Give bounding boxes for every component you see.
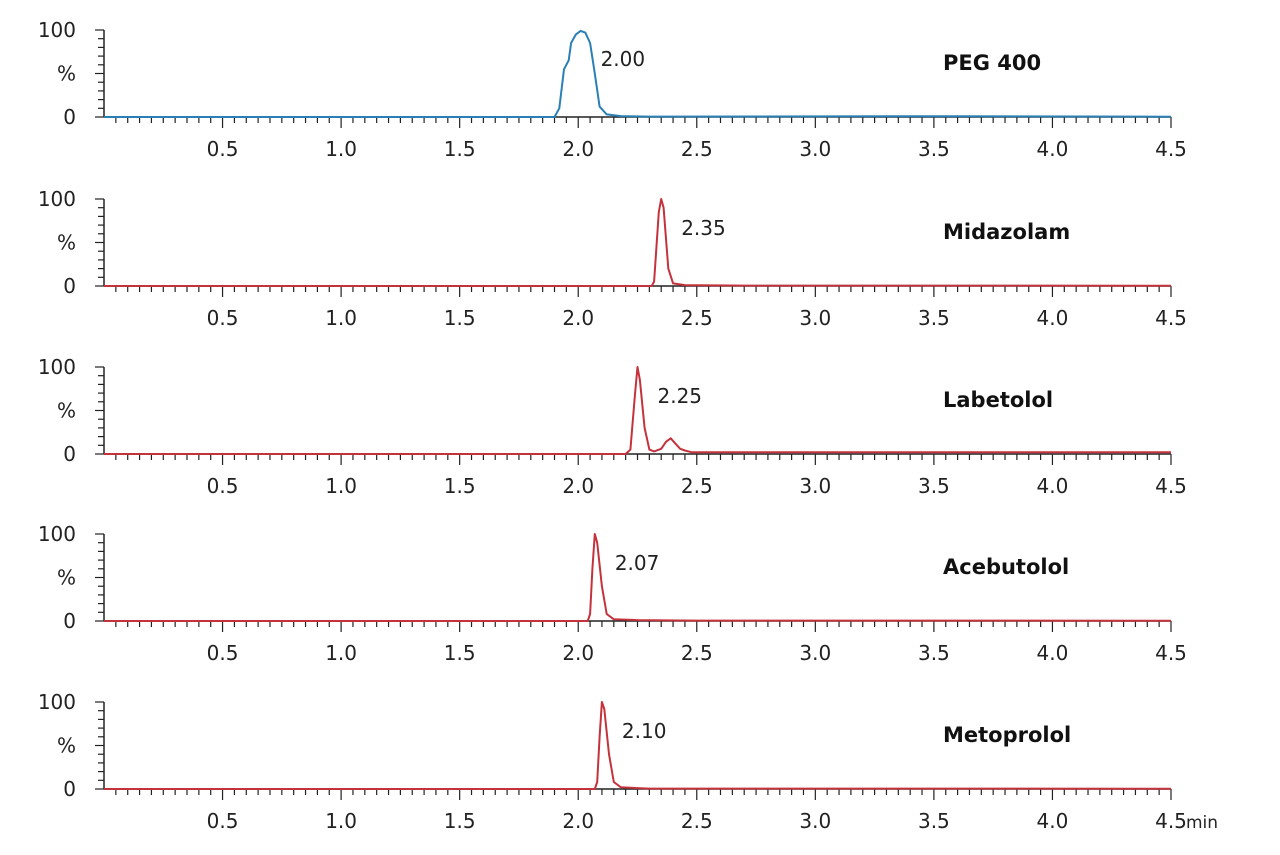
x-tick-label: 0.5	[207, 474, 239, 498]
x-tick-label: 0.5	[207, 306, 239, 330]
y-tick-label: %	[57, 62, 76, 86]
x-tick-label: 3.5	[918, 809, 950, 833]
chromatogram-panel: 100% 0 0.5 1.0 1.5 2.0 2.5 3.0 3.5 4.0 4.5 2.07 Aceb…	[38, 522, 1187, 665]
x-tick-label: 2.0	[562, 137, 594, 161]
y-tick-label: 100	[38, 355, 76, 379]
chromatogram-trace	[104, 701, 1172, 790]
y-tick-label: 100	[38, 187, 76, 211]
x-tick-label: 2.0	[562, 809, 594, 833]
chromatogram-panel: 100% 0 0.5 1.0 1.5 2.0 2.5 3.0 3.5 4.0 4.5 min 2.10 M…	[38, 690, 1218, 833]
x-tick-label: 4.5	[1155, 474, 1187, 498]
x-tick-label: 4.5	[1155, 809, 1187, 833]
x-tick-label: 4.0	[1037, 809, 1069, 833]
x-tick-label: 3.0	[799, 474, 831, 498]
x-tick-label: 3.5	[918, 474, 950, 498]
x-tick-label: 2.5	[681, 474, 713, 498]
chromatogram-trace	[104, 29, 1172, 118]
x-tick-label: 2.5	[681, 641, 713, 665]
x-tick-label: 2.0	[562, 474, 594, 498]
x-tick-label: 0.5	[207, 641, 239, 665]
x-tick-label: 3.5	[918, 306, 950, 330]
x-tick-label: 2.5	[681, 137, 713, 161]
chromatogram-panel: 100% 0 0.5 1.0 1.5 2.0 2.5 3.0 3.5 4.0 4.5 2.25 Labe…	[38, 355, 1187, 498]
y-tick-label: %	[57, 566, 76, 590]
chromatogram-trace	[104, 366, 1171, 455]
x-tick-label: 1.5	[444, 474, 476, 498]
compound-label: PEG 400	[943, 51, 1041, 75]
compound-label: Metoprolol	[943, 723, 1071, 747]
compound-label: Labetolol	[943, 388, 1053, 412]
x-tick-label: 3.0	[799, 306, 831, 330]
y-tick-label: %	[57, 231, 76, 255]
x-unit-label: min	[1186, 813, 1218, 833]
x-tick-label: 4.0	[1037, 474, 1069, 498]
peak-retention-label: 2.00	[601, 47, 646, 71]
x-tick-label: 4.5	[1155, 641, 1187, 665]
y-tick-label: 0	[63, 609, 76, 633]
peak-retention-label: 2.10	[622, 719, 667, 743]
y-tick-label: 100	[38, 522, 76, 546]
x-tick-label: 1.5	[444, 809, 476, 833]
y-tick-label: %	[57, 734, 76, 758]
x-tick-label: 0.5	[207, 137, 239, 161]
x-tick-label: 1.0	[325, 641, 357, 665]
x-tick-label: 1.0	[325, 474, 357, 498]
x-tick-label: 3.0	[799, 809, 831, 833]
x-tick-label: 2.0	[562, 306, 594, 330]
y-tick-label: 100	[38, 690, 76, 714]
x-tick-label: 3.5	[918, 137, 950, 161]
x-tick-label: 0.5	[207, 809, 239, 833]
x-tick-label: 1.5	[444, 306, 476, 330]
x-tick-label: 1.5	[444, 641, 476, 665]
x-tick-label: 4.0	[1037, 306, 1069, 330]
x-tick-label: 1.0	[325, 306, 357, 330]
y-tick-label: 0	[63, 274, 76, 298]
y-tick-label: 0	[63, 442, 76, 466]
x-tick-label: 2.5	[681, 809, 713, 833]
x-tick-label: 2.0	[562, 641, 594, 665]
y-tick-label: 0	[63, 105, 76, 129]
y-tick-label: 100	[38, 18, 76, 42]
x-tick-label: 2.5	[681, 306, 713, 330]
chromatogram-trace	[104, 533, 1172, 622]
x-tick-label: 3.0	[799, 641, 831, 665]
x-tick-label: 4.5	[1155, 137, 1187, 161]
peak-retention-label: 2.07	[615, 551, 660, 575]
x-tick-label: 1.5	[444, 137, 476, 161]
y-tick-label: 0	[63, 777, 76, 801]
compound-label: Acebutolol	[943, 555, 1069, 579]
chromatogram-panel: 100% 0 0.5 1.0 1.5 2.0 2.5 3.0 3.5 4.0 4.5 2.35 Mida…	[38, 187, 1187, 330]
peak-retention-label: 2.25	[658, 384, 703, 408]
x-tick-label: 3.5	[918, 641, 950, 665]
x-tick-label: 1.0	[325, 809, 357, 833]
chromatogram-trace	[104, 198, 1172, 287]
y-tick-label: %	[57, 399, 76, 423]
x-tick-label: 4.0	[1037, 137, 1069, 161]
chromatogram-panel: 100% 0 0.5 1.0 1.5 2.0 2.5 3.0 3.5 4.0 4.5 2.00 PEG …	[38, 18, 1187, 161]
x-tick-label: 4.0	[1037, 641, 1069, 665]
peak-retention-label: 2.35	[681, 216, 726, 240]
x-tick-label: 4.5	[1155, 306, 1187, 330]
x-tick-label: 1.0	[325, 137, 357, 161]
x-tick-label: 3.0	[799, 137, 831, 161]
compound-label: Midazolam	[943, 220, 1070, 244]
